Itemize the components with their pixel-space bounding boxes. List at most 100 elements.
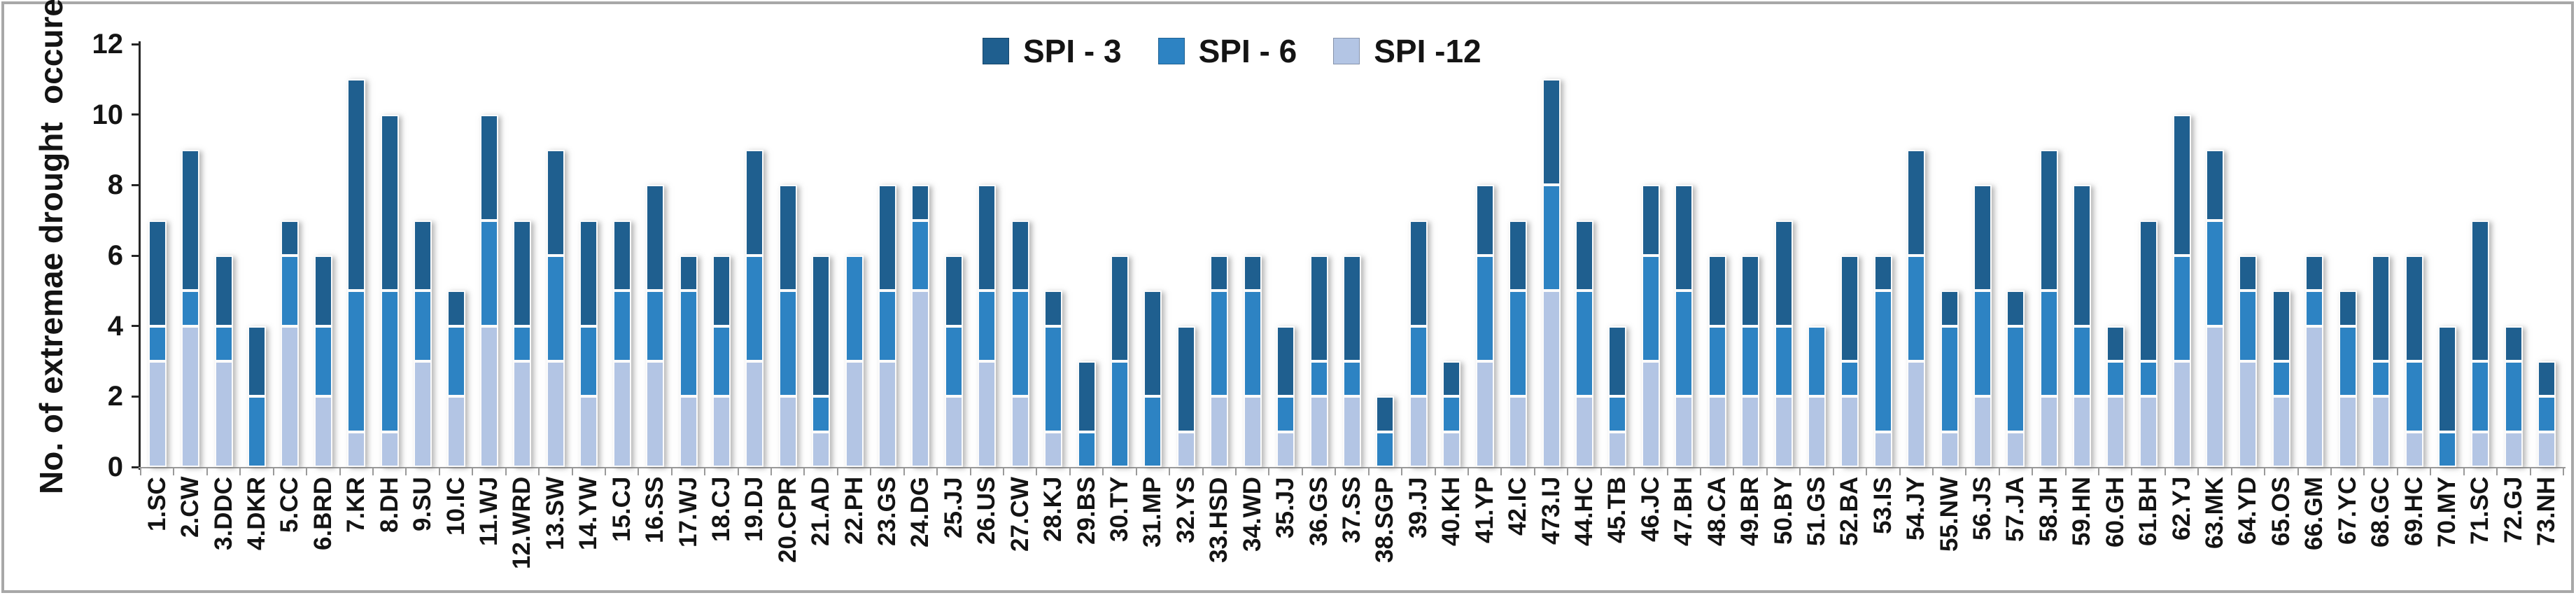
bar-segment bbox=[546, 361, 565, 467]
stacked-bar bbox=[2372, 256, 2391, 467]
stacked-bar bbox=[2338, 291, 2357, 467]
bar-segment bbox=[314, 256, 332, 326]
stacked-bar bbox=[845, 256, 864, 467]
stacked-bar bbox=[2206, 150, 2225, 467]
bar-segment bbox=[1276, 326, 1295, 397]
x-axis-tick bbox=[704, 467, 706, 475]
stacked-bar bbox=[1077, 361, 1096, 467]
stacked-bar bbox=[1907, 150, 1926, 467]
x-axis-tick bbox=[2131, 467, 2133, 475]
x-category-label: 40.KH bbox=[1437, 477, 1465, 547]
bar-segment bbox=[181, 291, 200, 326]
legend-swatch bbox=[1333, 38, 1360, 64]
x-category-label: 33.HSD bbox=[1205, 477, 1233, 563]
bar-segment bbox=[2405, 431, 2423, 467]
x-axis-tick bbox=[1931, 467, 1934, 475]
bar-segment bbox=[347, 291, 366, 432]
stacked-bar bbox=[745, 150, 764, 467]
bar-segment bbox=[2272, 361, 2290, 397]
x-axis-tick bbox=[1899, 467, 1901, 475]
bar-segment bbox=[247, 396, 266, 467]
x-axis-tick bbox=[372, 467, 374, 475]
bar-segment bbox=[2172, 114, 2191, 256]
bar-segment bbox=[845, 361, 864, 467]
bar-segment bbox=[878, 185, 897, 291]
bar-segment bbox=[679, 396, 698, 467]
bar-segment bbox=[380, 114, 399, 291]
stacked-bar bbox=[1575, 220, 1593, 467]
bar-segment bbox=[978, 291, 997, 361]
x-axis-tick bbox=[2264, 467, 2266, 475]
x-axis-line bbox=[139, 467, 2566, 468]
stacked-bar bbox=[944, 256, 963, 467]
bar-segment bbox=[2538, 431, 2556, 467]
x-category-label: 71.SC bbox=[2466, 477, 2494, 545]
stacked-bar bbox=[1741, 256, 1760, 467]
x-category-label: 29.BS bbox=[1072, 477, 1100, 545]
bar-segment bbox=[1807, 326, 1826, 397]
x-category-label: 13.SW bbox=[541, 477, 569, 551]
bar-segment bbox=[1210, 396, 1229, 467]
bar-segment bbox=[1873, 431, 1892, 467]
bar-segment bbox=[1840, 361, 1859, 397]
bar-segment bbox=[745, 150, 764, 256]
stacked-bar bbox=[546, 150, 565, 467]
bar-segment bbox=[1044, 431, 1063, 467]
bar-segment bbox=[2206, 326, 2225, 467]
x-axis-tick bbox=[206, 467, 208, 475]
bar-segment bbox=[1940, 326, 1959, 432]
stacked-bar bbox=[347, 79, 366, 467]
x-category-label: 47.BH bbox=[1670, 477, 1698, 547]
bar-segment bbox=[1575, 220, 1593, 291]
stacked-bar bbox=[911, 185, 930, 467]
stacked-bar bbox=[1111, 256, 1129, 467]
x-axis-tick bbox=[339, 467, 341, 475]
x-axis-tick bbox=[1467, 467, 1469, 475]
bar-segment bbox=[1143, 291, 1162, 397]
bar-segment bbox=[1343, 256, 1361, 362]
bar-segment bbox=[646, 185, 665, 291]
x-category-label: 18.CJ bbox=[707, 477, 735, 543]
bar-segment bbox=[1542, 79, 1561, 186]
bar-segment bbox=[2471, 220, 2490, 362]
bar-segment bbox=[181, 150, 200, 291]
bar-segment bbox=[812, 256, 831, 397]
stacked-bar bbox=[1475, 185, 1494, 467]
x-category-label: 50.BY bbox=[1769, 477, 1797, 545]
stacked-bar bbox=[513, 220, 532, 467]
x-category-label: 12.WRD bbox=[508, 477, 536, 570]
x-axis-tick bbox=[272, 467, 274, 475]
bar-segment bbox=[414, 361, 432, 467]
bar-segment bbox=[1309, 361, 1328, 397]
bar-segment bbox=[911, 291, 930, 467]
x-axis-tick bbox=[1401, 467, 1403, 475]
x-category-label: 28.KJ bbox=[1039, 477, 1067, 543]
x-category-label: 69.HC bbox=[2400, 477, 2428, 547]
bar-segment bbox=[380, 431, 399, 467]
bar-segment bbox=[2438, 326, 2456, 432]
bar-segment bbox=[1774, 220, 1793, 326]
stacked-bar bbox=[2239, 256, 2258, 467]
bar-segment bbox=[513, 361, 532, 467]
bar-segment bbox=[1608, 326, 1627, 397]
stacked-bar bbox=[2172, 114, 2191, 467]
bar-segment bbox=[2405, 361, 2423, 432]
bar-segment bbox=[778, 291, 797, 397]
x-axis-tick bbox=[1733, 467, 1735, 475]
bar-segment bbox=[513, 326, 532, 361]
y-axis-tick bbox=[132, 395, 139, 398]
x-axis-tick bbox=[571, 467, 573, 475]
bar-segment bbox=[1840, 396, 1859, 467]
bar-segment bbox=[1907, 150, 1926, 256]
x-axis-tick bbox=[1003, 467, 1005, 475]
stacked-bar bbox=[712, 256, 731, 467]
x-axis-tick bbox=[2529, 467, 2531, 475]
bar-segment bbox=[1442, 396, 1461, 432]
bar-segment bbox=[2239, 256, 2258, 291]
bar-segment bbox=[1741, 326, 1760, 397]
stacked-bar bbox=[778, 185, 797, 467]
bar-segment bbox=[2538, 396, 2556, 432]
x-axis-tick bbox=[836, 467, 838, 475]
x-category-label: 2.CW bbox=[176, 477, 204, 538]
bar-segment bbox=[148, 220, 167, 326]
